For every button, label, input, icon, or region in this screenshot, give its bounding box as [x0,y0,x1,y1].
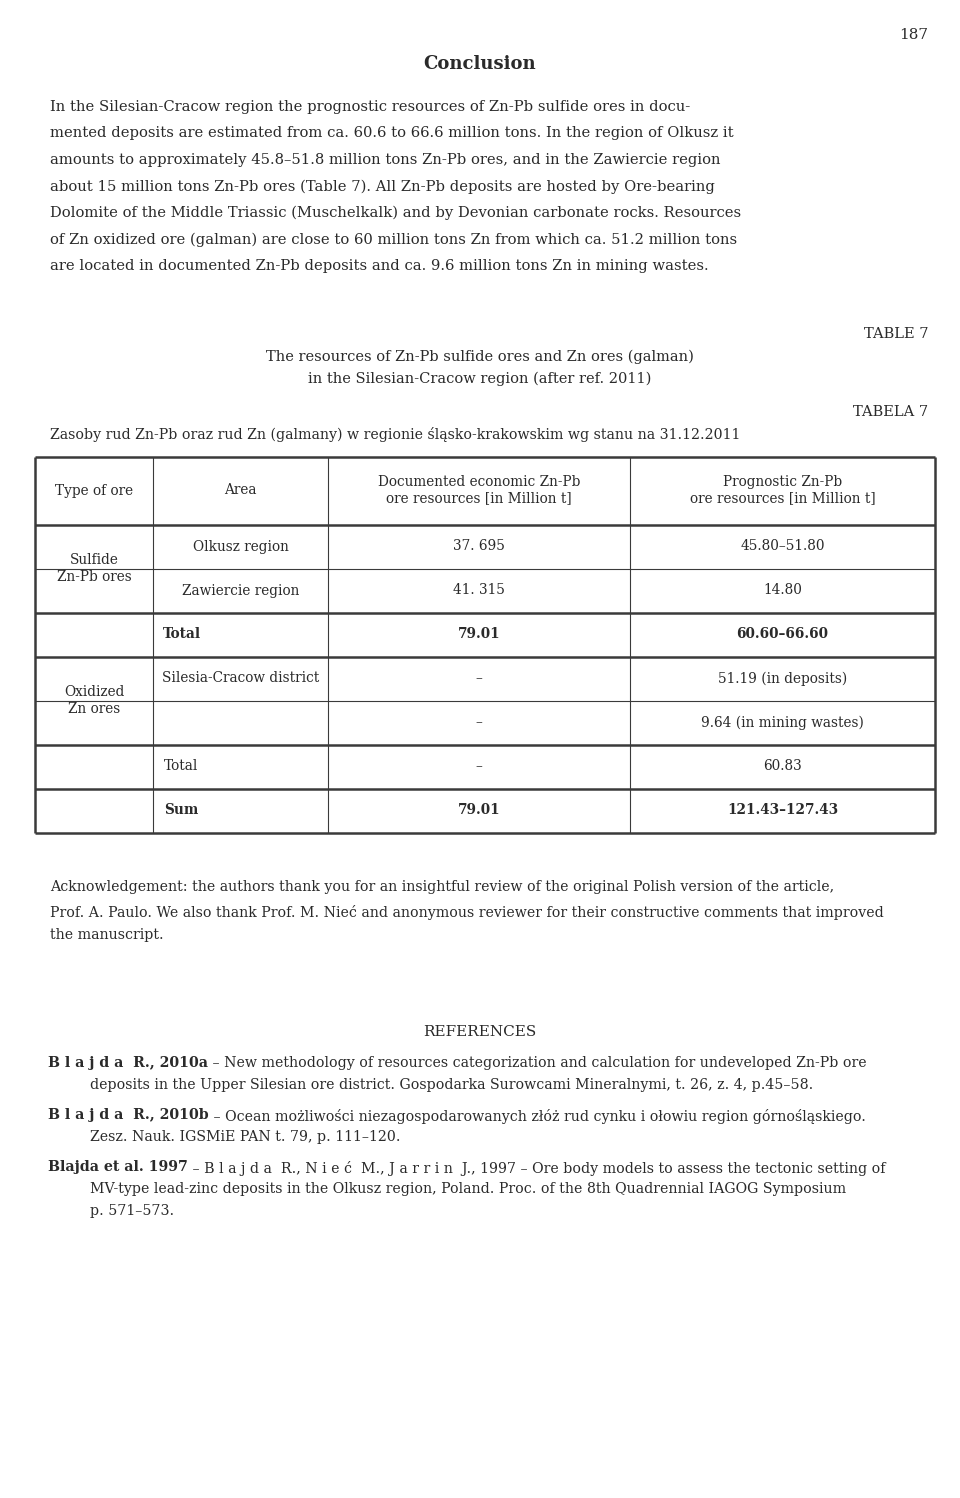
Text: Zesz. Nauk. IGSMiE PAN t. 79, p. 111–120.: Zesz. Nauk. IGSMiE PAN t. 79, p. 111–120… [90,1131,400,1144]
Text: of Zn oxidized ore (galman) are close to 60 million tons Zn from which ca. 51.2 : of Zn oxidized ore (galman) are close to… [50,232,737,247]
Text: MV-type lead-zinc deposits in the Olkusz region, Poland. Proc. of the 8th Quadre: MV-type lead-zinc deposits in the Olkusz… [90,1182,846,1197]
Text: amounts to approximately 45.8–51.8 million tons Zn-Pb ores, and in the Zawiercie: amounts to approximately 45.8–51.8 milli… [50,153,721,166]
Text: The resources of Zn-Pb sulfide ores and Zn ores (galman): The resources of Zn-Pb sulfide ores and … [266,349,694,364]
Text: 51.19 (in deposits): 51.19 (in deposits) [718,671,847,686]
Text: 9.64 (in mining wastes): 9.64 (in mining wastes) [701,716,864,730]
Text: Area: Area [225,484,256,497]
Text: p. 571–573.: p. 571–573. [90,1204,174,1218]
Text: Documented economic Zn-Pb
ore resources [in Million t]: Documented economic Zn-Pb ore resources … [378,475,580,506]
Text: 79.01: 79.01 [458,628,500,641]
Text: Sum: Sum [164,803,199,818]
Text: about 15 million tons Zn-Pb ores (Table 7). All Zn-Pb deposits are hosted by Ore: about 15 million tons Zn-Pb ores (Table … [50,180,715,193]
Text: are located in documented Zn-Pb deposits and ca. 9.6 million tons Zn in mining w: are located in documented Zn-Pb deposits… [50,259,708,273]
Text: – Ocean możliwości niezagospodarowanych złóż rud cynku i ołowiu region górnośląs: – Ocean możliwości niezagospodarowanych … [208,1109,866,1124]
Text: Conclusion: Conclusion [423,55,537,73]
Text: B l a j d a  R., 2010a: B l a j d a R., 2010a [48,1056,208,1071]
Text: Prof. A. Paulo. We also thank Prof. M. Nieć and anonymous reviewer for their con: Prof. A. Paulo. We also thank Prof. M. N… [50,905,884,920]
Text: 121.43–127.43: 121.43–127.43 [727,803,838,818]
Text: Zawiercie region: Zawiercie region [181,584,300,598]
Text: Olkusz region: Olkusz region [193,539,288,553]
Text: B l a j d a  R., 2010b: B l a j d a R., 2010b [48,1109,208,1122]
Text: 45.80–51.80: 45.80–51.80 [740,539,825,553]
Text: Type of ore: Type of ore [55,484,133,497]
Text: mented deposits are estimated from ca. 60.6 to 66.6 million tons. In the region : mented deposits are estimated from ca. 6… [50,126,733,141]
Text: in the Silesian-Cracow region (after ref. 2011): in the Silesian-Cracow region (after ref… [308,372,652,386]
Text: –: – [475,716,483,730]
Text: Prognostic Zn-Pb
ore resources [in Million t]: Prognostic Zn-Pb ore resources [in Milli… [689,475,876,506]
Text: Acknowledgement: the authors thank you for an insightful review of the original : Acknowledgement: the authors thank you f… [50,881,834,894]
Text: Sulfide
Zn-Pb ores: Sulfide Zn-Pb ores [57,553,132,584]
Text: TABLE 7: TABLE 7 [863,328,928,342]
Text: 187: 187 [899,28,928,42]
Text: 37. 695: 37. 695 [453,539,505,553]
Text: In the Silesian-Cracow region the prognostic resources of Zn-Pb sulfide ores in : In the Silesian-Cracow region the progno… [50,100,690,114]
Text: Total: Total [162,628,201,641]
Text: 14.80: 14.80 [763,584,802,598]
Text: –: – [475,671,483,686]
Text: Oxidized
Zn ores: Oxidized Zn ores [63,686,124,716]
Text: 41. 315: 41. 315 [453,584,505,598]
Text: 60.60–66.60: 60.60–66.60 [736,628,828,641]
Text: REFERENCES: REFERENCES [423,1025,537,1038]
Text: –: – [475,759,483,773]
Text: – B l a j d a  R., N i e ć  M., J a r r i n  J., 1997 – Ore body models to asses: – B l a j d a R., N i e ć M., J a r r i … [188,1161,885,1176]
Text: – New methodology of resources categorization and calculation for undeveloped Zn: – New methodology of resources categoriz… [208,1056,867,1071]
Text: Zasoby rud Zn-Pb oraz rud Zn (galmany) w regionie śląsko-krakowskim wg stanu na : Zasoby rud Zn-Pb oraz rud Zn (galmany) w… [50,427,740,442]
Text: 79.01: 79.01 [458,803,500,818]
Text: deposits in the Upper Silesian ore district. Gospodarka Surowcami Mineralnymi, t: deposits in the Upper Silesian ore distr… [90,1079,813,1092]
Text: the manuscript.: the manuscript. [50,929,163,942]
Text: Silesia-Cracow district: Silesia-Cracow district [162,671,319,686]
Text: Blajda et al. 1997: Blajda et al. 1997 [48,1161,188,1174]
Text: Dolomite of the Middle Triassic (Muschelkalk) and by Devonian carbonate rocks. R: Dolomite of the Middle Triassic (Muschel… [50,207,741,220]
Text: 60.83: 60.83 [763,759,802,773]
Text: Total: Total [164,759,199,773]
Text: TABELA 7: TABELA 7 [852,404,928,418]
